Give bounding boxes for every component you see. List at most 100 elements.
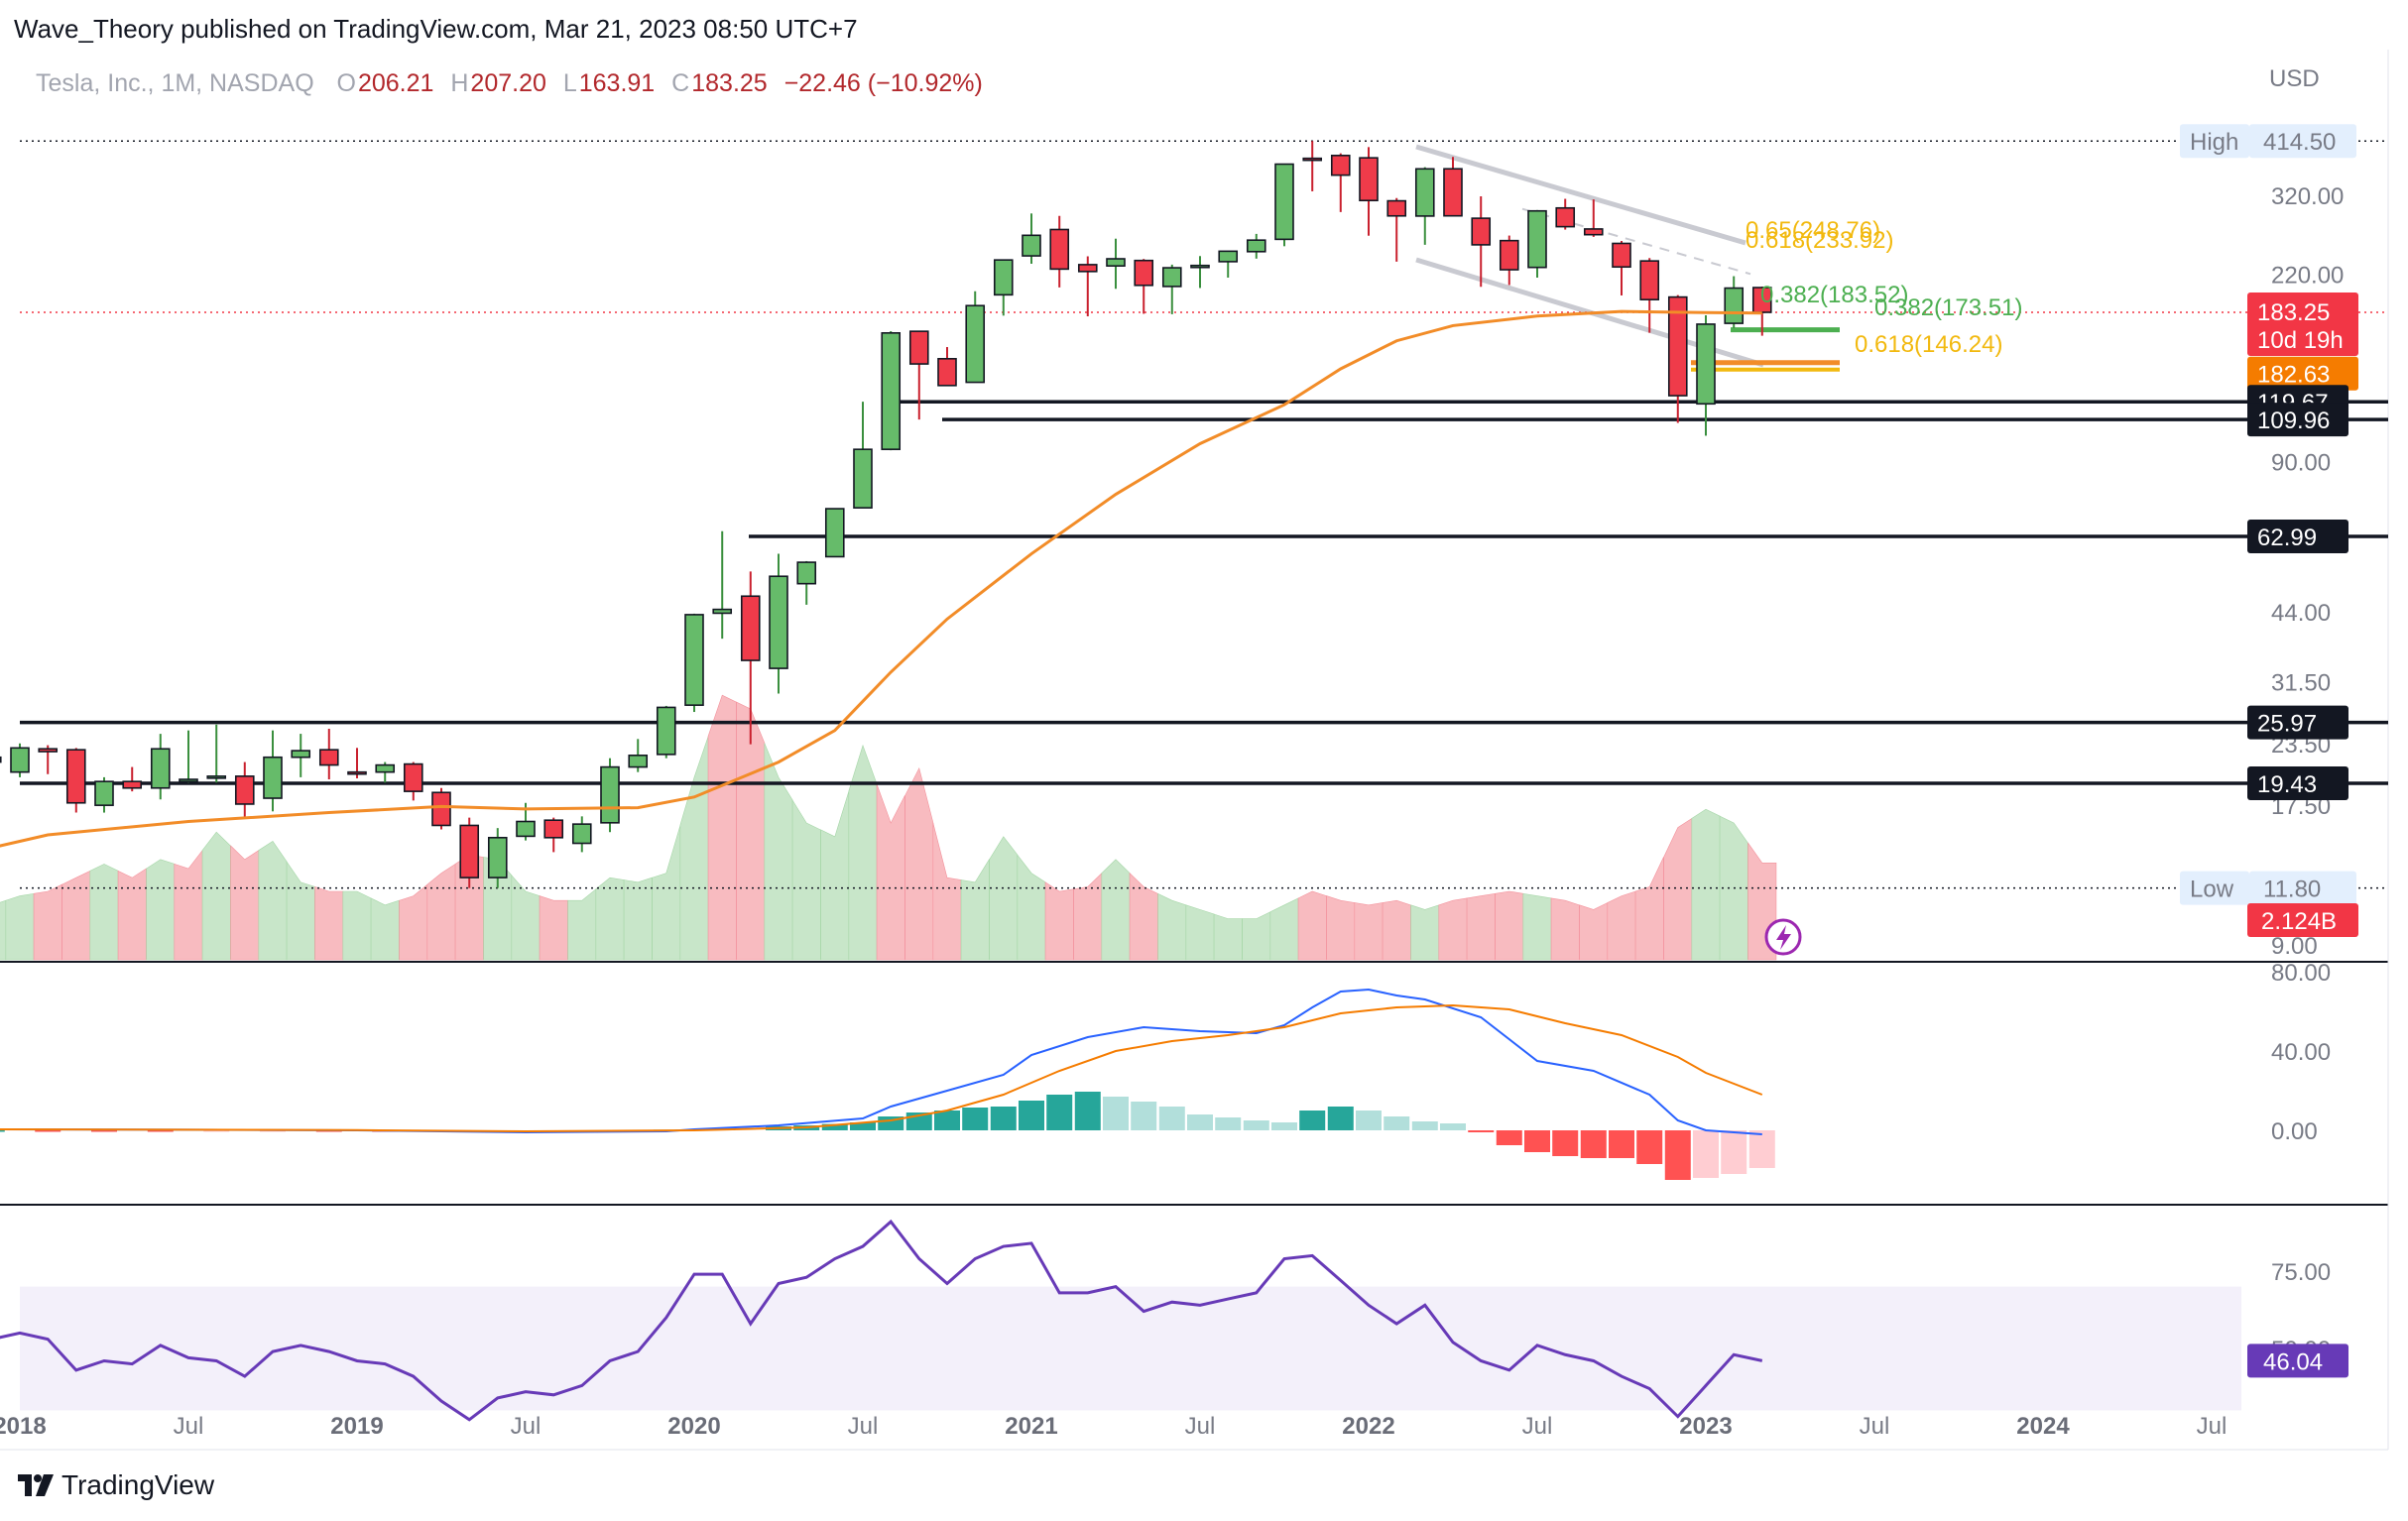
volume-bar <box>707 694 737 961</box>
volume-bar <box>1297 890 1327 961</box>
macd-axis-tick: 0.00 <box>2271 1118 2318 1145</box>
macd-histogram-bar <box>1468 1130 1495 1132</box>
volume-bar <box>1663 817 1693 961</box>
volume-bar <box>679 736 709 961</box>
macd-histogram-bar <box>1636 1130 1663 1164</box>
level-value: 62.99 <box>2257 525 2317 551</box>
price-axis-tick: 90.00 <box>2271 450 2331 477</box>
candle-down <box>1639 260 1660 300</box>
macd-histogram-bar <box>934 1111 960 1130</box>
candle-down <box>1471 217 1492 246</box>
candle-up <box>375 763 396 773</box>
level-value-bg <box>2249 124 2356 159</box>
level-value-bg <box>2249 871 2356 905</box>
candle-up <box>1022 234 1041 257</box>
volume-bar <box>286 861 315 961</box>
candle-down <box>1667 295 1688 397</box>
volume-bar <box>1410 904 1440 961</box>
candle-down <box>347 770 367 775</box>
fib-label: 0.65(248.76) <box>1746 217 1880 244</box>
volume-bar <box>791 798 821 961</box>
ma-value-bg <box>2247 356 2358 391</box>
candle-up <box>487 836 508 878</box>
open-key: O <box>336 69 356 97</box>
volume-bar <box>960 858 990 961</box>
candle-up <box>10 747 30 773</box>
candle-down <box>431 791 451 827</box>
open-value: 206.21 <box>357 69 434 97</box>
volume-bar <box>201 831 231 961</box>
macd-histogram-bar <box>1440 1123 1466 1130</box>
level-tag-bg <box>2180 871 2249 905</box>
candle-up <box>1190 264 1210 269</box>
volume-bar <box>117 868 147 961</box>
candle-up <box>206 775 227 779</box>
volume-bar <box>567 888 597 961</box>
candle-up <box>796 561 817 585</box>
lightning-icon <box>1764 918 1802 956</box>
time-axis-tick: Jul <box>1860 1413 1890 1440</box>
volume-bar <box>399 883 428 961</box>
candle-up <box>1527 209 1547 269</box>
rsi-line <box>0 1219 1763 1422</box>
volume-bar <box>1466 892 1496 961</box>
volume-bar <box>370 897 400 961</box>
currency-label[interactable]: USD <box>2269 65 2320 92</box>
macd-histogram-bar <box>1103 1097 1129 1130</box>
candle-down <box>122 780 143 789</box>
volume-bar <box>511 875 541 961</box>
macd-histogram-bar <box>1131 1102 1157 1130</box>
time-axis-tick: Jul <box>1522 1413 1553 1440</box>
volume-bar <box>1101 859 1131 961</box>
volume-bar <box>1354 902 1384 961</box>
level-tag-name: High <box>2190 129 2238 156</box>
candle-down <box>1302 157 1323 162</box>
tradingview-logo[interactable]: TradingView <box>18 1469 214 1501</box>
fib-label: 0.382(173.51) <box>1874 294 2022 321</box>
fib-label: 0.618(146.24) <box>1855 331 2002 358</box>
time-axis-tick: 2019 <box>330 1413 383 1440</box>
volume-bar <box>1438 897 1468 961</box>
rsi-band <box>20 1286 2241 1411</box>
level-value: 414.50 <box>2263 129 2336 156</box>
macd-histogram-bar <box>1748 1130 1775 1168</box>
candle-down <box>1555 206 1576 228</box>
time-axis-tick: Jul <box>1185 1413 1216 1440</box>
volume-bar <box>1269 897 1299 961</box>
candle-down <box>1049 228 1070 271</box>
macd-histogram-bar <box>1019 1101 1044 1130</box>
candle-down <box>543 819 564 839</box>
volume-bar <box>61 870 91 961</box>
volume-bar <box>258 840 288 961</box>
moving-average-line <box>0 309 1762 848</box>
price-axis-tick: 320.00 <box>2271 183 2344 210</box>
macd-histogram-bar <box>260 1130 286 1132</box>
macd-histogram-bar <box>1187 1114 1213 1130</box>
macd-histogram-bar <box>1496 1130 1522 1145</box>
macd-histogram-bar <box>1384 1116 1410 1130</box>
volume-bar <box>342 890 372 961</box>
level-tag-bg <box>2247 520 2348 554</box>
candle-up <box>600 765 620 824</box>
volume-bar <box>5 892 35 961</box>
macd-histogram-bar <box>1693 1130 1719 1178</box>
time-axis-tick: 2018 <box>0 1413 47 1440</box>
candle-down <box>1134 259 1154 287</box>
candle-down <box>908 330 929 365</box>
candle-down <box>38 748 59 753</box>
volume-bar <box>230 845 260 961</box>
symbol-label[interactable]: Tesla, Inc., 1M, NASDAQ <box>36 69 314 97</box>
macd-histogram-bar <box>962 1108 989 1130</box>
candle-up <box>179 778 198 782</box>
candle-up <box>712 608 733 615</box>
volume-bar <box>1607 890 1636 961</box>
macd-histogram-bar <box>91 1130 117 1132</box>
macd-line <box>0 988 1762 1135</box>
macd-histogram-bar <box>35 1130 61 1132</box>
macd-histogram-bar <box>147 1130 174 1132</box>
candle-down <box>1612 242 1631 269</box>
last-price-bg <box>2247 292 2358 357</box>
level-tag-bg <box>2247 705 2348 740</box>
volume-bar <box>1017 854 1046 961</box>
